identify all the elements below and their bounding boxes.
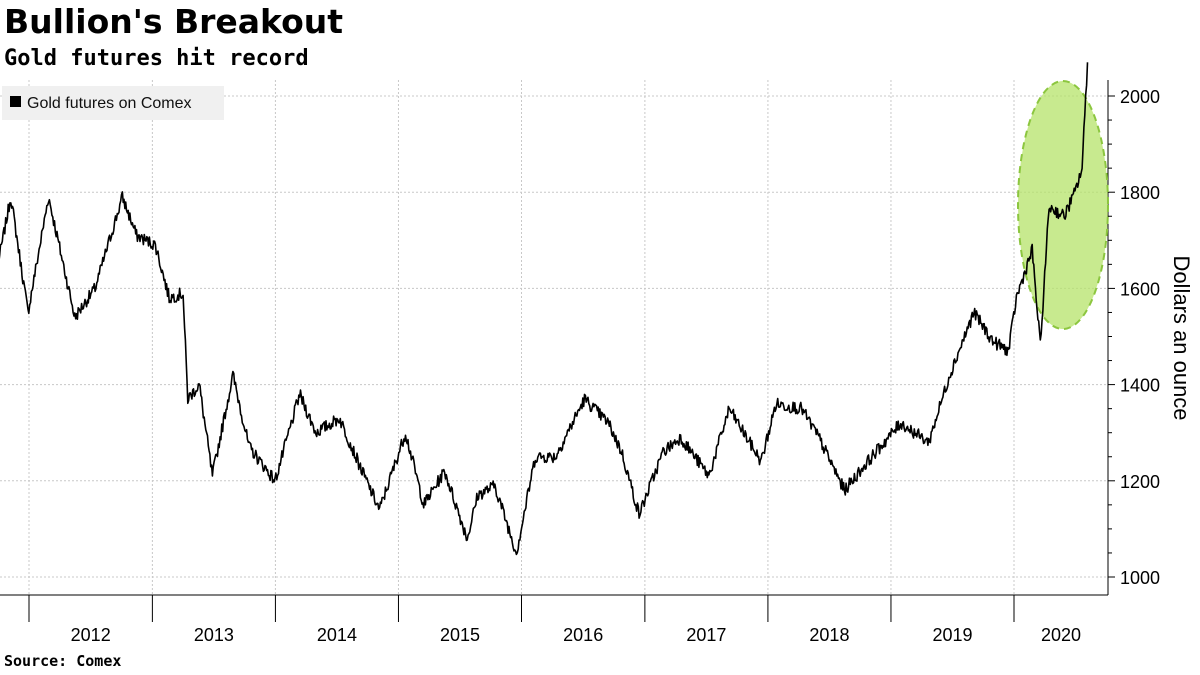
chart-title: Bullion's Breakout <box>4 2 344 41</box>
y-tick-label: 1400 <box>1120 376 1160 396</box>
legend-swatch <box>10 96 21 107</box>
x-tick-label: 2017 <box>686 625 726 645</box>
x-tick-label: 2014 <box>317 625 357 645</box>
y-tick-label: 1000 <box>1120 568 1160 588</box>
y-tick-label: 1200 <box>1120 472 1160 492</box>
y-tick-label: 2000 <box>1120 87 1160 107</box>
y-tick-label: 1600 <box>1120 279 1160 299</box>
x-tick-label: 2013 <box>194 625 234 645</box>
y-axis-label: Dollars an ounce <box>1169 255 1194 420</box>
x-tick-label: 2018 <box>809 625 849 645</box>
gold-futures-line <box>0 62 1089 556</box>
x-tick-label: 2012 <box>71 625 111 645</box>
legend-label: Gold futures on Comex <box>27 95 192 112</box>
y-tick-label: 1800 <box>1120 183 1160 203</box>
legend-box <box>2 86 224 120</box>
chart-subtitle: Gold futures hit record <box>4 46 309 71</box>
x-tick-label: 2020 <box>1041 625 1081 645</box>
x-tick-label: 2016 <box>563 625 603 645</box>
x-tick-label: 2019 <box>932 625 972 645</box>
highlight-ellipse <box>1017 80 1109 330</box>
source-note: Source: Comex <box>4 652 122 670</box>
x-tick-label: 2015 <box>440 625 480 645</box>
